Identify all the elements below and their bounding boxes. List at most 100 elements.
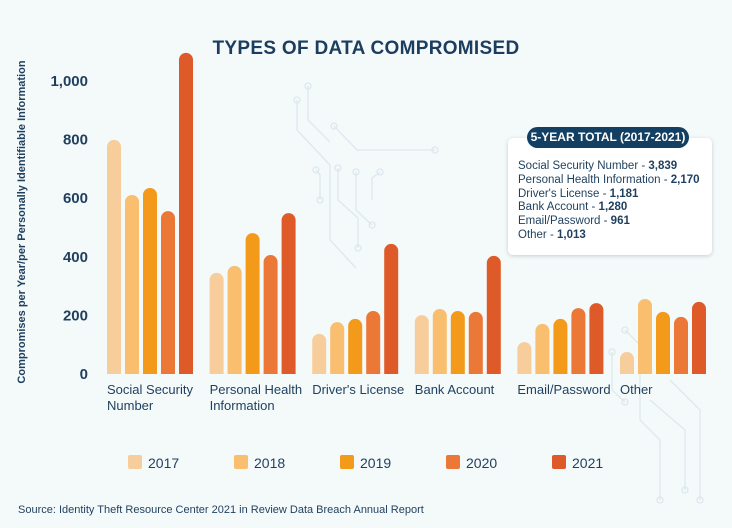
bar-2020 (161, 211, 175, 374)
circuit-node (656, 496, 664, 504)
circuit-node (368, 221, 376, 229)
x-tick-label: Social Security (107, 382, 193, 397)
chart-title: TYPES OF DATA COMPROMISED (212, 38, 520, 59)
legend-label: 2019 (360, 455, 391, 471)
total-item: Other - 1,013 (518, 229, 700, 243)
circuit-node (330, 122, 338, 130)
legend-swatch-2020 (446, 455, 460, 469)
circuit-node (431, 146, 439, 154)
legend-label: 2018 (254, 455, 285, 471)
total-item: Social Security Number - 3,839 (518, 160, 700, 174)
total-annotation-box (508, 138, 712, 255)
total-annotation-header: 5-YEAR TOTAL (2017-2021) (527, 127, 689, 148)
circuit-line (624, 329, 661, 500)
bar-2021 (281, 213, 296, 374)
x-tick-label: Email/Password (517, 382, 610, 397)
bar-2019 (553, 318, 568, 374)
legend-label: 2021 (572, 455, 603, 471)
bar-2018 (638, 298, 652, 374)
total-annotation-list: Social Security Number - 3,839 Personal H… (518, 160, 700, 243)
circuit-node (352, 168, 360, 176)
circuit-node (304, 82, 312, 90)
circuit-node (681, 486, 689, 494)
circuit-node (312, 166, 320, 174)
bar-2019 (656, 311, 670, 374)
bar-2017 (414, 315, 429, 374)
bar-2019 (245, 233, 260, 374)
bar-2018 (330, 322, 345, 374)
legend-swatch-2019 (340, 455, 354, 469)
bar-2017 (107, 139, 122, 374)
y-tick-label: 600 (63, 190, 88, 207)
total-item-label: Social Security Number - (518, 160, 649, 172)
circuit-line (611, 352, 626, 403)
total-item: Driver's License - 1,181 (518, 188, 700, 202)
x-tick-label: Information (210, 398, 275, 413)
total-item-label: Driver's License - (518, 187, 610, 200)
total-item-label: Personal Health Information - (518, 173, 671, 186)
bar-2021 (384, 243, 399, 374)
total-item-value: 1,280 (598, 201, 628, 214)
legend-label: 2020 (466, 455, 497, 471)
circuit-node (316, 196, 324, 204)
bar-2018 (535, 323, 550, 374)
y-tick-label: 400 (63, 249, 88, 266)
legend-swatch-2021 (552, 455, 566, 469)
circuit-line (355, 172, 373, 226)
bar-2020 (571, 308, 586, 374)
bar-2019 (143, 187, 157, 374)
circuit-node (334, 164, 342, 172)
legend-swatch-2017 (128, 455, 142, 469)
y-tick-label: 1,000 (50, 73, 88, 90)
total-item-label: Bank Account - (518, 201, 599, 214)
total-item: Email/Password - 961 (518, 215, 700, 229)
bar-2017 (517, 342, 532, 374)
circuit-line (337, 168, 359, 248)
bar-2018 (125, 194, 139, 374)
circuit-node (293, 96, 301, 104)
bar-2020 (366, 311, 381, 374)
circuit-node (608, 348, 616, 356)
x-tick-label: Personal Health (210, 382, 303, 397)
circuit-line (333, 125, 435, 151)
x-tick-label: Driver's License (312, 382, 404, 397)
bar-2019 (450, 311, 465, 374)
bar-2019 (348, 318, 363, 374)
total-item: Personal Health Information - 2,170 (518, 174, 700, 188)
y-tick-label: 200 (63, 307, 88, 324)
total-item-label: Email/Password - (518, 215, 611, 228)
bar-2017 (209, 272, 224, 374)
bar-2018 (432, 308, 447, 374)
circuit-line (669, 379, 701, 500)
bar-2020 (468, 311, 483, 374)
bar-2021 (179, 52, 193, 374)
circuit-line (649, 399, 686, 490)
total-item-value: 961 (610, 215, 630, 228)
total-item-value: 1,013 (556, 228, 586, 241)
total-item-value: 1,181 (609, 187, 639, 200)
circuit-node (376, 168, 384, 176)
legend-label: 2017 (148, 455, 179, 471)
source-note: Source: Identity Theft Resource Center 2… (18, 504, 424, 516)
circuit-line (307, 86, 331, 143)
bar-2017 (620, 352, 634, 374)
circuit-node (621, 326, 629, 334)
total-item: Bank Account - 1,280 (518, 201, 700, 215)
circuit-node (354, 244, 362, 252)
total-item-label: Other - (518, 228, 557, 241)
y-tick-label: 0 (80, 366, 88, 383)
bar-2021 (486, 255, 501, 374)
bar-2021 (589, 303, 604, 374)
x-tick-label: Number (107, 398, 154, 413)
bar-2020 (263, 255, 278, 374)
bar-2018 (227, 265, 242, 374)
circuit-node (621, 398, 629, 406)
x-tick-label: Other (620, 382, 653, 397)
circuit-line (296, 100, 357, 269)
bar-2021 (692, 301, 706, 374)
y-tick-label: 800 (63, 132, 88, 149)
legend-swatch-2018 (234, 455, 248, 469)
